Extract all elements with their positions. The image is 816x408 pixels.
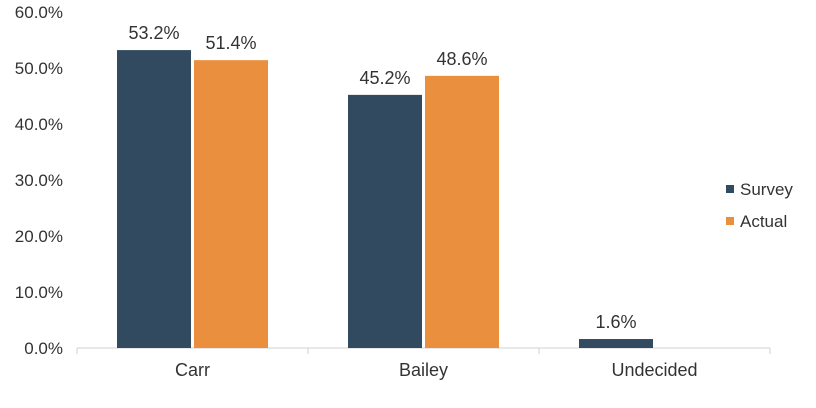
data-label: 53.2%	[128, 23, 179, 43]
bar-survey-bailey	[348, 94, 422, 348]
data-label: 45.2%	[359, 68, 410, 88]
data-label: 48.6%	[436, 49, 487, 69]
legend-label: Survey	[740, 180, 793, 199]
x-tick-label: Undecided	[611, 360, 697, 380]
y-tick-label: 20.0%	[15, 227, 63, 246]
legend: Survey Actual	[726, 180, 793, 231]
bar-actual-carr	[194, 60, 268, 348]
legend-swatch	[726, 185, 734, 193]
y-axis: 0.0% 10.0% 20.0% 30.0% 40.0% 50.0% 60.0%	[15, 3, 63, 358]
legend-label: Actual	[740, 212, 787, 231]
bars	[117, 50, 653, 349]
data-labels: 53.2% 51.4% 45.2% 48.6% 1.6%	[128, 23, 636, 332]
y-tick-label: 0.0%	[24, 339, 63, 358]
x-axis: Carr Bailey Undecided	[76, 347, 771, 380]
y-tick-label: 40.0%	[15, 115, 63, 134]
legend-swatch	[726, 217, 734, 225]
data-label: 51.4%	[205, 33, 256, 53]
bar-survey-carr	[117, 50, 191, 349]
bar-survey-undecided	[579, 339, 653, 348]
y-tick-label: 50.0%	[15, 59, 63, 78]
y-tick-label: 30.0%	[15, 171, 63, 190]
y-tick-label: 60.0%	[15, 3, 63, 22]
x-tick-label: Bailey	[399, 360, 448, 380]
data-label: 1.6%	[595, 312, 636, 332]
bar-actual-bailey	[425, 75, 499, 348]
y-tick-label: 10.0%	[15, 283, 63, 302]
x-tick-label: Carr	[175, 360, 210, 380]
